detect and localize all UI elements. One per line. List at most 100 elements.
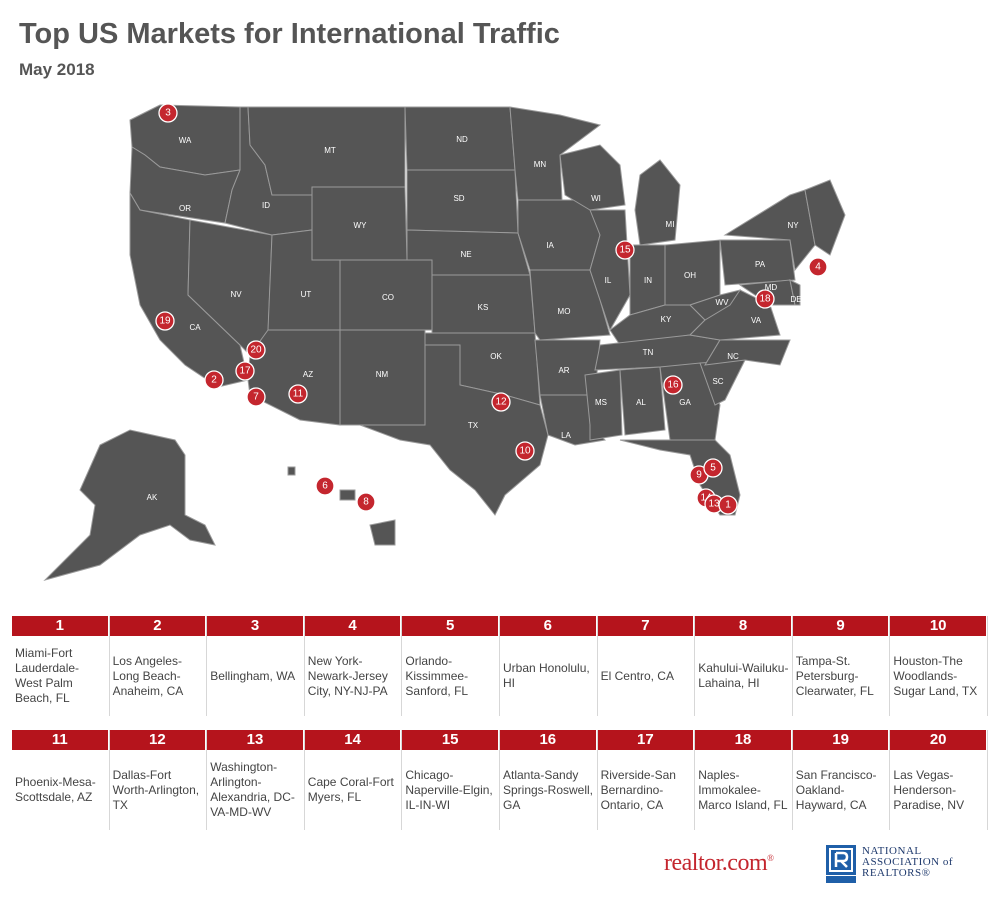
svg-text:2: 2 bbox=[211, 375, 217, 386]
page-subtitle: May 2018 bbox=[19, 60, 95, 79]
rank-number: 16 bbox=[499, 730, 597, 750]
svg-text:14: 14 bbox=[700, 493, 712, 504]
state-label: UT bbox=[301, 290, 312, 299]
state-wv bbox=[689, 289, 742, 321]
state-label: TN bbox=[643, 348, 654, 357]
marker-5: 5 bbox=[703, 458, 723, 478]
rank-cell: 3 Bellingham, WA bbox=[207, 616, 305, 716]
market-name: Las Vegas-Henderson-Paradise, NV bbox=[893, 767, 965, 812]
state-label: PA bbox=[755, 260, 766, 269]
svg-text:8: 8 bbox=[363, 497, 369, 508]
svg-text:6: 6 bbox=[322, 481, 328, 492]
rank-cell: 12 Dallas-Fort Worth-Arlington, TX bbox=[109, 730, 208, 830]
svg-text:15: 15 bbox=[619, 245, 631, 256]
state-hi-2 bbox=[339, 489, 356, 501]
market-name: Cape Coral-Fort Myers, FL bbox=[307, 775, 394, 804]
state-label: KY bbox=[661, 315, 672, 324]
marker-4: 4 bbox=[808, 257, 828, 277]
rank-number: 14 bbox=[304, 730, 402, 750]
state-label: WI bbox=[591, 194, 601, 203]
state-label: OR bbox=[179, 204, 191, 213]
state-label: NE bbox=[460, 250, 471, 259]
svg-text:11: 11 bbox=[293, 389, 304, 400]
state-de bbox=[789, 279, 801, 306]
rank-cell: 6 Urban Honolulu, HI bbox=[499, 616, 598, 716]
state-wi bbox=[559, 144, 626, 211]
state-al bbox=[619, 366, 666, 436]
state-ne-region bbox=[804, 179, 846, 256]
rank-cell: 4 New York-Newark-Jersey City, NY-NJ-PA bbox=[304, 616, 403, 716]
state-label: ND bbox=[456, 135, 468, 144]
state-hi bbox=[369, 519, 396, 546]
state-label: IL bbox=[605, 276, 612, 285]
state-label: GA bbox=[679, 398, 691, 407]
rankings-table-top: 1 Miami-Fort Lauderdale-West Palm Beach, … bbox=[12, 616, 988, 716]
rank-cell: 1 Miami-Fort Lauderdale-West Palm Beach, … bbox=[12, 616, 110, 716]
state-label: NM bbox=[376, 370, 389, 379]
state-label: MS bbox=[595, 398, 607, 407]
state-label: TX bbox=[468, 421, 479, 430]
state-label: OK bbox=[490, 352, 502, 361]
rankings-table-bottom: 11 Phoenix-Mesa-Scottsdale, AZ 12 Dallas-F… bbox=[12, 730, 988, 830]
state-label: MO bbox=[558, 307, 571, 316]
rank-number: 6 bbox=[499, 616, 597, 636]
svg-text:10: 10 bbox=[519, 446, 531, 457]
state-nc bbox=[704, 339, 791, 366]
nar-logo-icon bbox=[826, 845, 856, 883]
rank-number: 11 bbox=[12, 730, 109, 750]
market-name: Washington-Arlington-Alexandria, DC-VA-M… bbox=[210, 760, 295, 819]
state-label: AZ bbox=[303, 370, 313, 379]
rank-number: 1 bbox=[12, 616, 109, 636]
rank-number: 18 bbox=[695, 730, 792, 750]
state-label: SC bbox=[712, 377, 723, 386]
state-label: MT bbox=[324, 146, 336, 155]
marker-9: 9 bbox=[689, 465, 709, 485]
rank-cell: 2 Los Angeles-Long Beach-Anaheim, CA bbox=[109, 616, 208, 716]
market-name: Naples-Immokalee-Marco Island, FL bbox=[698, 767, 788, 812]
state-il bbox=[589, 209, 631, 332]
rank-number: 3 bbox=[207, 616, 304, 636]
rank-number: 10 bbox=[890, 616, 987, 636]
market-name: El Centro, CA bbox=[600, 668, 674, 683]
state-mi bbox=[634, 159, 681, 246]
rank-cell: 8 Kahului-Wailuku-Lahaina, HI bbox=[695, 616, 793, 716]
rank-number: 5 bbox=[402, 616, 499, 636]
state-pa bbox=[719, 239, 796, 286]
state-label: ID bbox=[262, 201, 270, 210]
rank-number: 7 bbox=[597, 616, 695, 636]
market-name: Phoenix-Mesa-Scottsdale, AZ bbox=[15, 775, 96, 804]
marker-18-va: 18 bbox=[755, 289, 775, 309]
page-title: Top US Markets for International Traffic bbox=[19, 18, 560, 50]
rank-number: 13 bbox=[207, 730, 304, 750]
svg-text:17: 17 bbox=[239, 366, 251, 377]
state-label: NV bbox=[230, 290, 242, 299]
svg-text:5: 5 bbox=[710, 463, 716, 474]
state-labels: WA OR CA ID MT WY NV UT AZ CO NM ND SD N… bbox=[147, 135, 802, 502]
state-label: AK bbox=[147, 493, 158, 502]
rank-cell: 17 Riverside-San Bernardino-Ontario, CA bbox=[597, 730, 696, 830]
state-mn bbox=[509, 106, 602, 201]
marker-11: 11 bbox=[288, 384, 308, 404]
rank-cell: 10 Houston-The Woodlands-Sugar Land, TX bbox=[890, 616, 988, 716]
state-label: CO bbox=[382, 293, 394, 302]
market-name: Kahului-Wailuku-Lahaina, HI bbox=[698, 661, 789, 690]
state-ca bbox=[129, 191, 249, 388]
svg-text:20: 20 bbox=[250, 345, 262, 356]
marker-6: 6 bbox=[315, 476, 335, 496]
rank-markers: 3 4 15 18 19 20 17 2 7 11 12 16 10 9 5 1… bbox=[155, 103, 828, 515]
marker-15: 15 bbox=[615, 240, 635, 260]
market-name: Riverside-San Bernardino-Ontario, CA bbox=[600, 767, 676, 812]
rank-number: 8 bbox=[695, 616, 792, 636]
state-label: MI bbox=[666, 220, 675, 229]
state-label: LA bbox=[561, 431, 571, 440]
rank-cell: 20 Las Vegas-Henderson-Paradise, NV bbox=[890, 730, 988, 830]
marker-2: 2 bbox=[204, 370, 224, 390]
rank-cell: 11 Phoenix-Mesa-Scottsdale, AZ bbox=[12, 730, 110, 830]
state-label: CA bbox=[189, 323, 201, 332]
market-name: Atlanta-Sandy Springs-Roswell, GA bbox=[502, 767, 594, 812]
state-label: IA bbox=[546, 241, 554, 250]
rank-cell: 19 San Francisco-Oakland-Hayward, CA bbox=[792, 730, 891, 830]
market-name: Urban Honolulu, HI bbox=[502, 661, 590, 690]
state-hi-3 bbox=[287, 466, 296, 476]
state-label: NY bbox=[787, 221, 799, 230]
